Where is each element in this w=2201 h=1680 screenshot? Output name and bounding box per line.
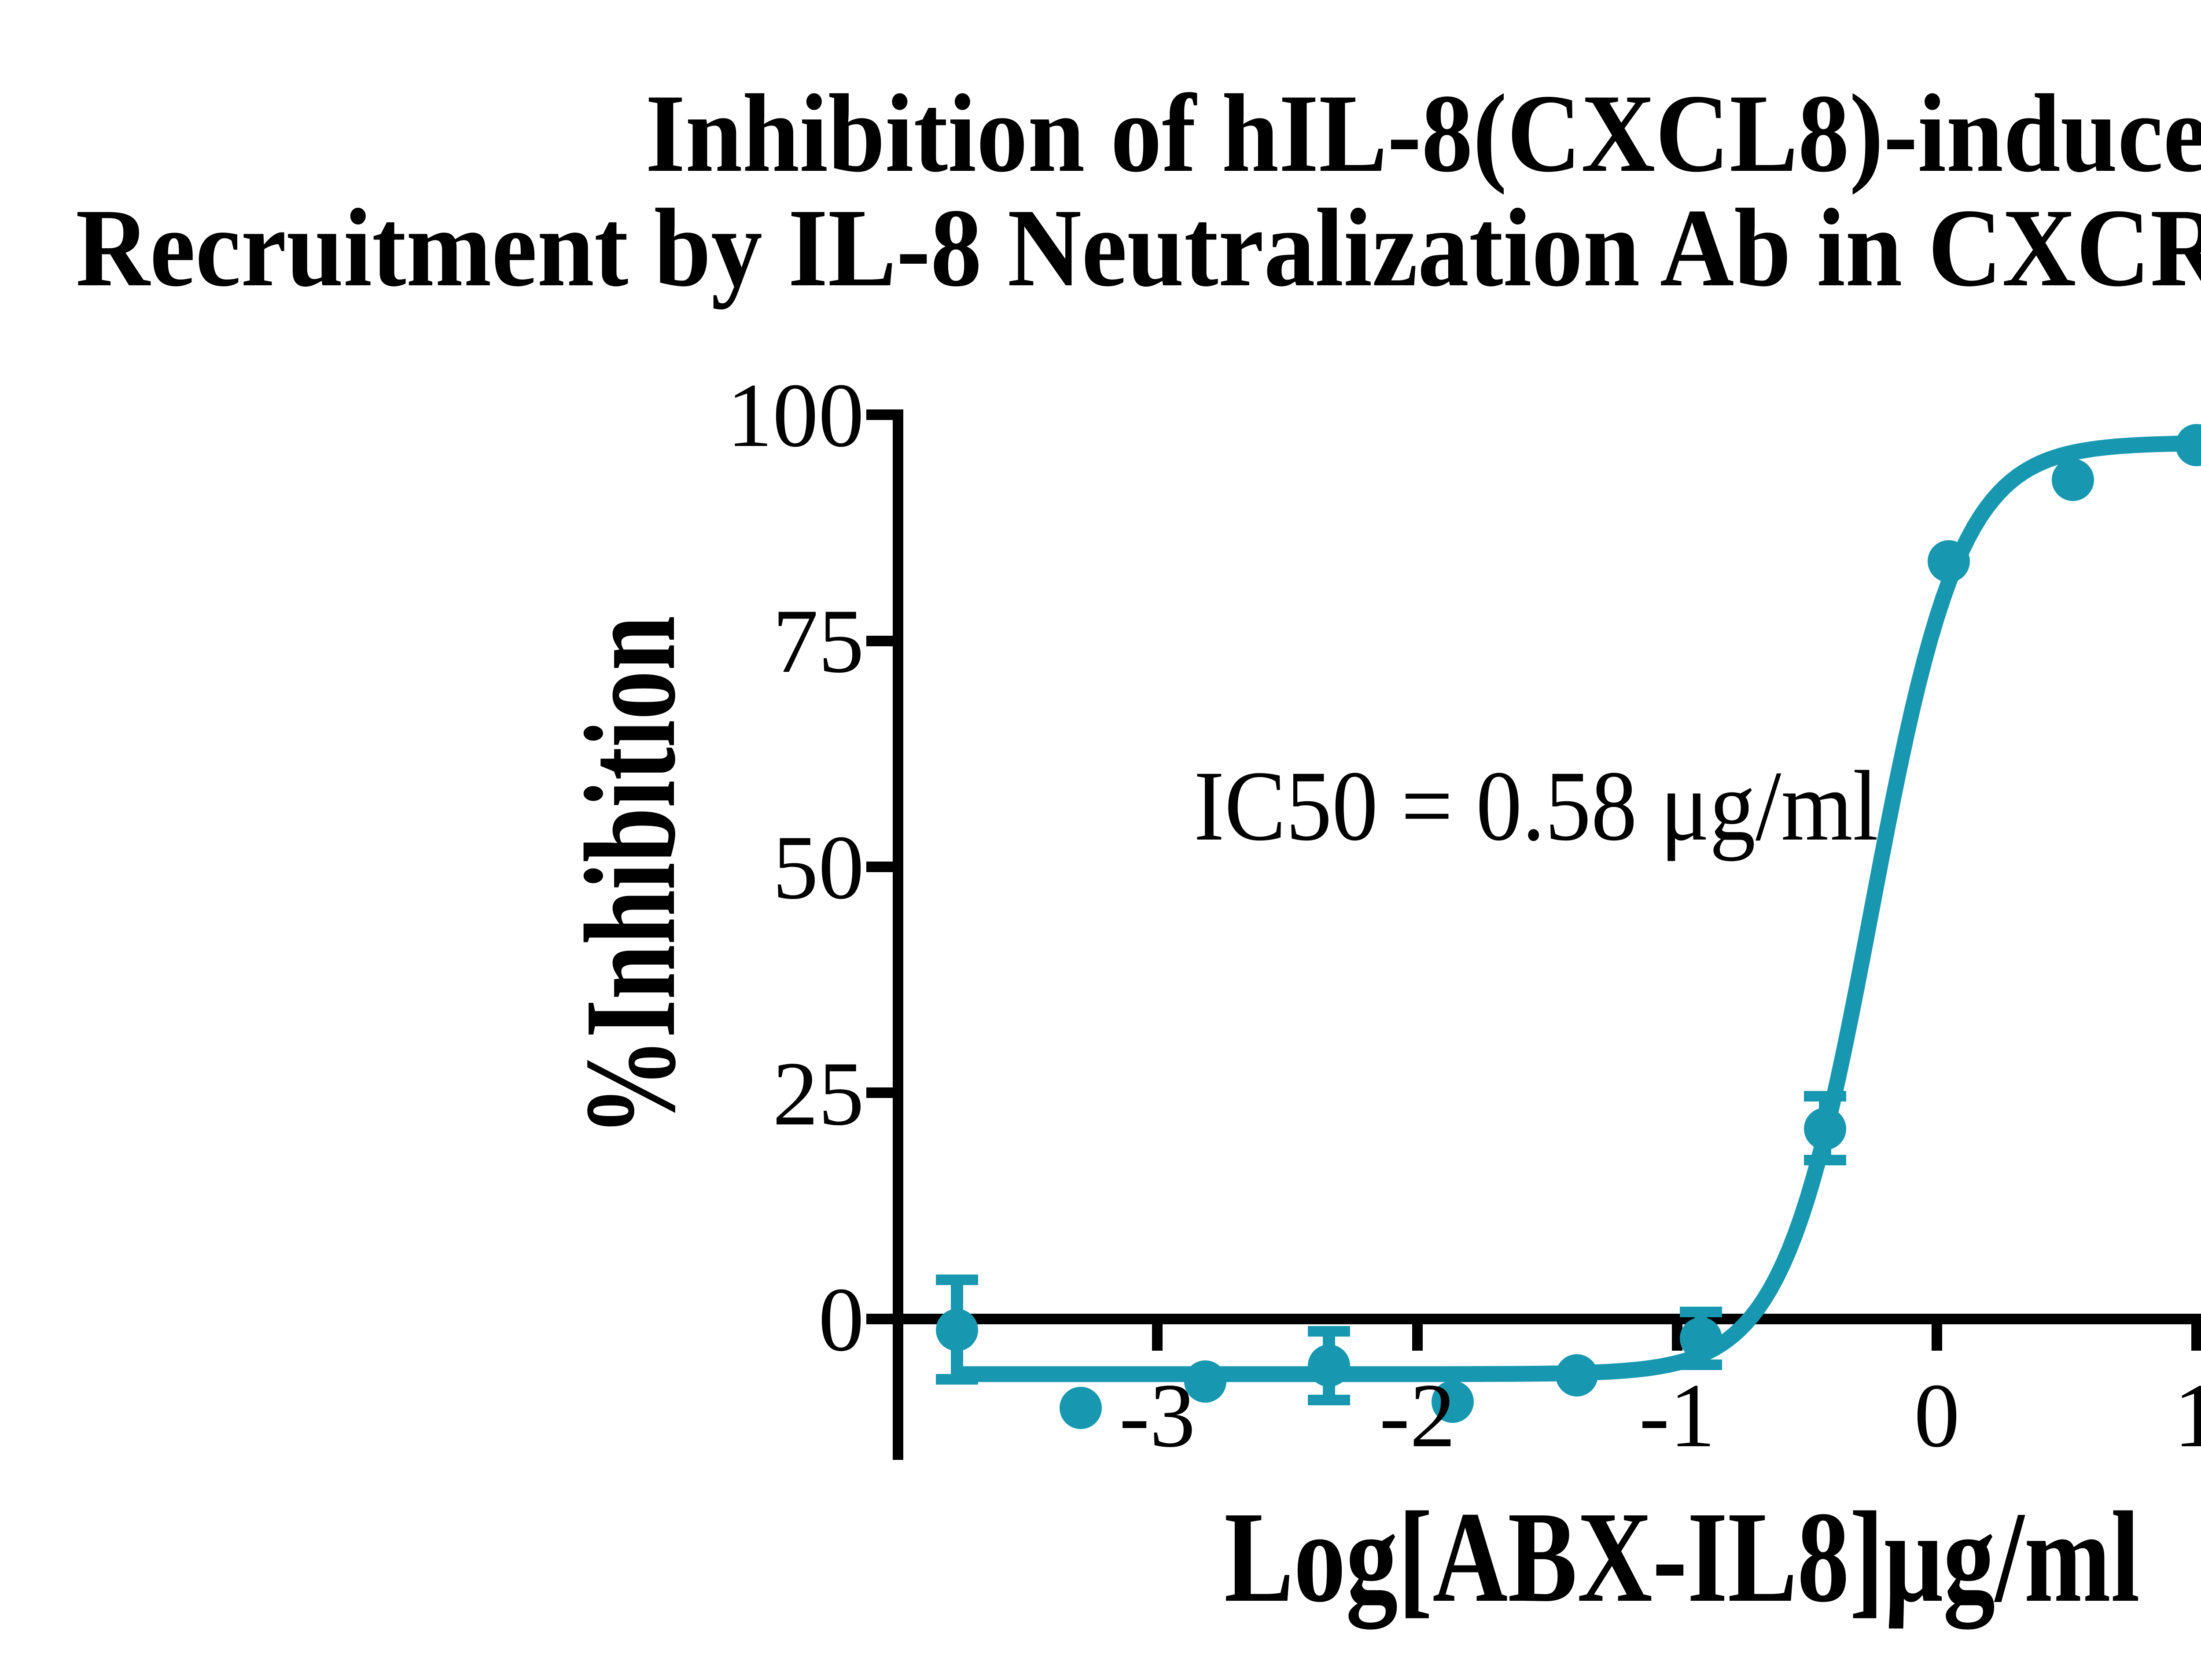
- svg-text:25: 25: [773, 1043, 864, 1144]
- svg-text:0: 0: [1914, 1365, 1960, 1466]
- svg-text:-2: -2: [1379, 1365, 1455, 1466]
- svg-text:50: 50: [773, 817, 864, 918]
- svg-text:75: 75: [773, 590, 864, 692]
- svg-text:Inhibition of hIL-8(CXCL8)-ind: Inhibition of hIL-8(CXCL8)-induced β-Arr…: [645, 71, 2201, 195]
- svg-text:Log[ABX-IL8]μg/ml: Log[ABX-IL8]μg/ml: [1224, 1485, 2140, 1631]
- svg-text:1: 1: [2174, 1365, 2201, 1466]
- svg-text:100: 100: [727, 365, 864, 466]
- svg-text:Recruitment by IL-8 Neutraliza: Recruitment by IL-8 Neutralization Ab in…: [76, 186, 2201, 309]
- svg-text:%Inhibition: %Inhibition: [558, 616, 703, 1137]
- svg-text:-3: -3: [1119, 1365, 1195, 1466]
- svg-text:-1: -1: [1639, 1365, 1715, 1466]
- svg-text:0: 0: [818, 1269, 864, 1370]
- svg-text:IC50 = 0.58 μg/ml: IC50 = 0.58 μg/ml: [1194, 751, 1878, 862]
